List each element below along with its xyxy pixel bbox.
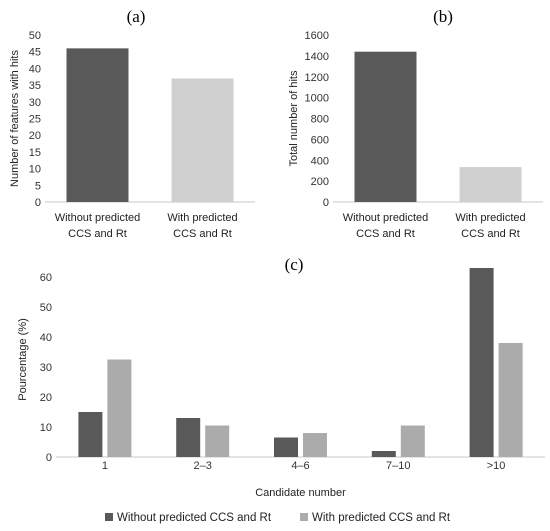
panel-c-bar-s1-0 [107,359,132,457]
panel-a-bar-1 [171,78,234,202]
panel-a-ytick-0: 0 [35,197,41,209]
panel-b-label: (b) [433,7,453,26]
panel-a-ytick-35: 35 [29,80,41,92]
panel-c-legend-swatch-0 [105,513,113,521]
panel-c-ylabel: Pourcentage (%) [17,318,29,401]
panel-c-bar-s0-4 [469,268,494,457]
panel-c-xtick-0: 1 [102,460,108,472]
panel-a-ytick-50: 50 [29,30,41,42]
panel-c-bar-s1-1 [205,425,230,457]
panel-c-bar-s0-0 [78,412,103,457]
panel-c-bar-s1-4 [498,343,523,457]
panel-c-ytick-60: 60 [40,272,52,284]
panel-c-ytick-0: 0 [46,452,52,464]
panel-c-bar-s0-1 [176,418,201,457]
panel-c-legend-label-1: With predicted CCS and Rt [312,512,451,524]
panel-a-ytick-5: 5 [35,180,41,192]
panel-a-ytick-10: 10 [29,164,41,176]
panel-c-ytick-10: 10 [40,422,52,434]
panel-b-ytick-400: 400 [311,155,329,167]
panel-c-xtick-4: >10 [487,460,506,472]
panel-c-bar-s0-2 [274,437,298,457]
panel-b-bar-0 [354,51,417,203]
panel-a-ytick-45: 45 [29,47,41,59]
panel-b-ytick-600: 600 [311,134,329,146]
panel-b-ytick-200: 200 [311,176,329,188]
panel-b-ytick-1200: 1200 [305,72,329,84]
panel-a-ytick-40: 40 [29,63,41,75]
panel-c-ytick-30: 30 [40,362,52,374]
panel-a-xtick-1-line-0: With predicted [167,212,237,224]
panel-b-ytick-1600: 1600 [305,30,329,42]
panel-a-xtick-0-line-0: Without predicted [55,212,141,224]
panel-b-ytick-1000: 1000 [305,93,329,105]
panel-a-ytick-25: 25 [29,114,41,126]
panel-a-ytick-15: 15 [29,147,41,159]
panel-b-xtick-0-line-1: CCS and Rt [356,228,415,240]
panel-c-ytick-20: 20 [40,392,52,404]
panel-c-xtick-2: 4–6 [291,460,309,472]
panel-a-bar-0 [66,48,129,202]
panel-c-xtick-3: 7–10 [386,460,410,472]
panel-c-legend-label-0: Without predicted CCS and Rt [117,512,272,524]
panel-b-ytick-800: 800 [311,114,329,126]
panel-b-bar-1 [459,167,522,202]
panel-b-ytick-1400: 1400 [305,51,329,63]
panel-b-xtick-1-line-0: With predicted [455,212,525,224]
panel-b-ylabel: Total number of hits [288,70,300,166]
panel-c-ytick-50: 50 [40,302,52,314]
panel-c-xtick-1: 2–3 [194,460,212,472]
panel-a-ytick-20: 20 [29,130,41,142]
panel-c-xlabel: Candidate number [255,487,346,499]
panel-c-ytick-40: 40 [40,332,52,344]
panel-b-xtick-1-line-1: CCS and Rt [461,228,520,240]
panel-c-bar-s0-3 [371,451,396,457]
panel-c-bar-s1-2 [303,433,327,457]
panel-b-xtick-0-line-0: Without predicted [343,212,429,224]
panel-a-ytick-30: 30 [29,97,41,109]
panel-c-legend-swatch-1 [300,513,308,521]
panel-b-ytick-0: 0 [323,197,329,209]
panel-a-ylabel: Number of features with hits [9,50,21,187]
panel-c-label: (c) [285,255,304,274]
panel-a-xtick-1-line-1: CCS and Rt [173,228,232,240]
panel-a-label: (a) [127,7,146,26]
panel-a-xtick-0-line-1: CCS and Rt [68,228,127,240]
panel-c-bar-s1-3 [400,425,425,457]
